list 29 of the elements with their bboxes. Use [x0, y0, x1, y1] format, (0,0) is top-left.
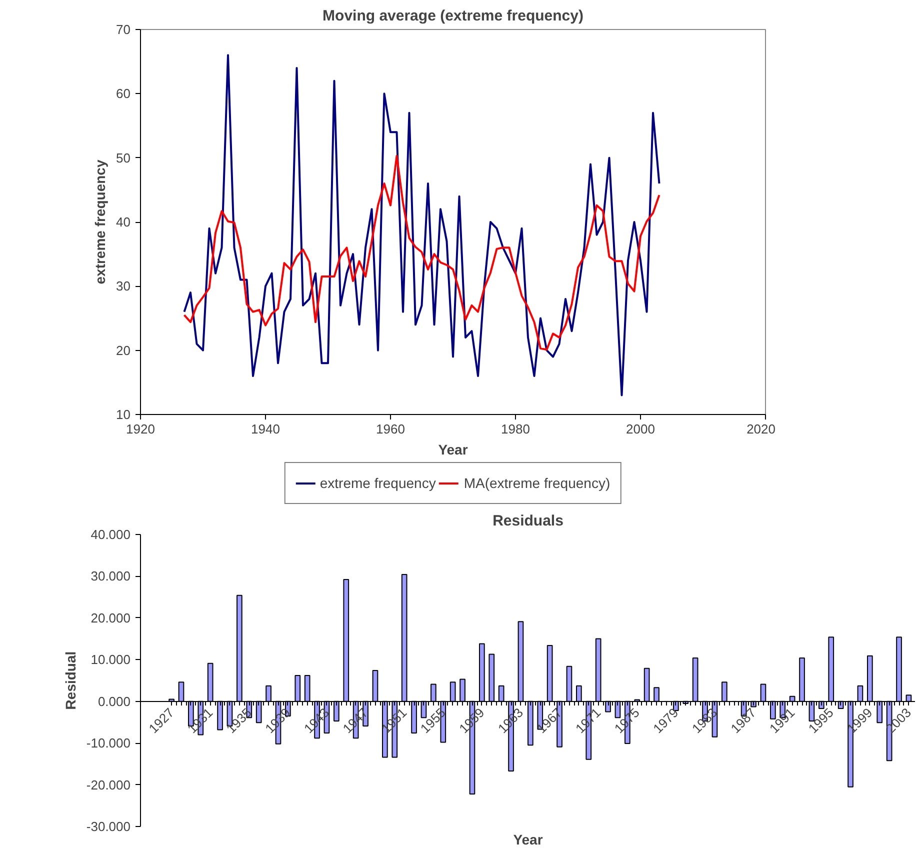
y-tick-label: 0.000 — [98, 694, 131, 709]
x-tick-label: 1920 — [126, 422, 155, 436]
x-axis-title: Year — [513, 832, 544, 848]
x-tick-label: 1960 — [376, 422, 405, 436]
legend-label: extreme frequency — [320, 474, 436, 490]
y-tick-label: 20 — [116, 342, 131, 358]
y-tick-label: 40.000 — [90, 527, 131, 542]
y-tick-label: 20.000 — [90, 610, 131, 626]
y-tick-label: 40 — [116, 214, 131, 230]
y-axis-title: Residual — [62, 651, 78, 710]
y-tick-label: 60 — [116, 86, 131, 102]
x-tick-label: 2000 — [626, 422, 655, 436]
y-tick-label: -10.000 — [86, 736, 131, 751]
chart-title: Moving average (extreme frequency) — [322, 8, 584, 24]
x-tick-label: 1940 — [251, 422, 280, 436]
x-tick-label: 1980 — [501, 422, 530, 436]
y-tick-label: 10.000 — [90, 652, 131, 668]
x-tick-label: 2020 — [746, 422, 776, 436]
y-tick-label: 30.000 — [90, 568, 131, 584]
y-axis-title: extreme frequency — [92, 160, 108, 284]
y-tick-label: -30.000 — [86, 819, 131, 834]
y-tick-label: 50 — [116, 150, 131, 166]
y-tick-label: 70 — [116, 22, 131, 37]
legend-label: MA(extreme frequency) — [464, 474, 610, 490]
y-tick-label: 30 — [116, 278, 131, 294]
x-axis-title: Year — [438, 442, 468, 458]
y-tick-label: 10 — [116, 407, 131, 422]
y-tick-label: -20.000 — [86, 777, 131, 792]
chart-title: Residuals — [492, 512, 564, 530]
